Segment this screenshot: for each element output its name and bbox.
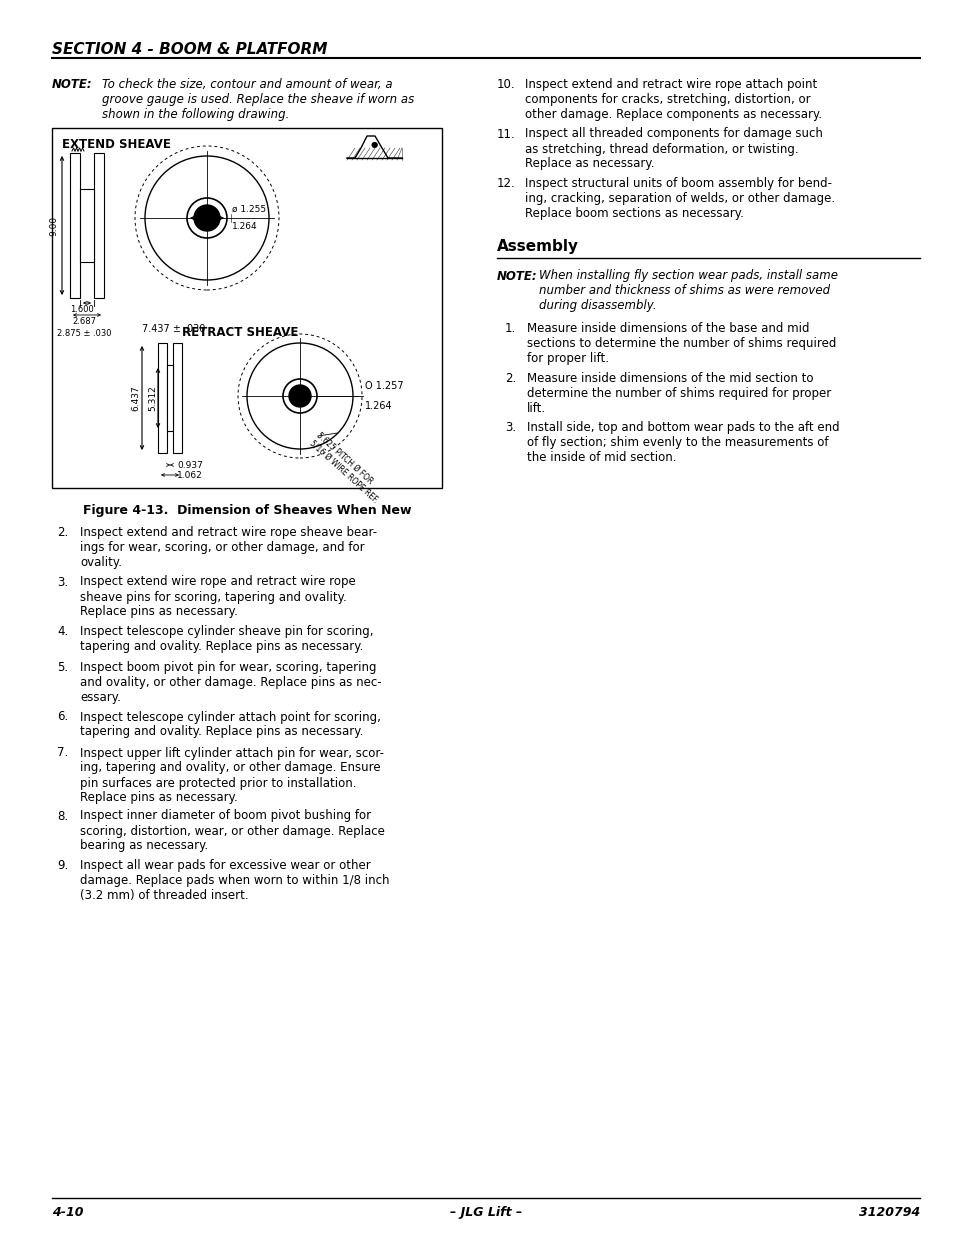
Circle shape (193, 205, 220, 231)
Text: 2.687: 2.687 (71, 317, 96, 326)
Text: O 1.257: O 1.257 (365, 382, 403, 391)
Text: Inspect upper lift cylinder attach pin for wear, scor-
ing, tapering and ovality: Inspect upper lift cylinder attach pin f… (80, 746, 384, 804)
Text: Inspect telescope cylinder attach point for scoring,
tapering and ovality. Repla: Inspect telescope cylinder attach point … (80, 710, 380, 739)
Text: Inspect extend wire rope and retract wire rope
sheave pins for scoring, tapering: Inspect extend wire rope and retract wir… (80, 576, 355, 619)
Text: 5.625 PITCH Ø FOR
5/16 Ø WIRE ROPE REF.: 5.625 PITCH Ø FOR 5/16 Ø WIRE ROPE REF. (308, 431, 386, 505)
Text: 4.: 4. (57, 625, 69, 638)
Text: Inspect telescope cylinder sheave pin for scoring,
tapering and ovality. Replace: Inspect telescope cylinder sheave pin fo… (80, 625, 374, 653)
Text: EXTEND SHEAVE: EXTEND SHEAVE (62, 138, 171, 151)
Text: 7.437 ± .030: 7.437 ± .030 (142, 324, 205, 333)
Text: Install side, top and bottom wear pads to the aft end
of fly section; shim evenl: Install side, top and bottom wear pads t… (526, 421, 839, 464)
Text: 3.: 3. (57, 576, 68, 589)
Bar (158, 343, 167, 453)
Text: 7.: 7. (57, 746, 69, 760)
Text: 6.: 6. (57, 710, 69, 724)
Bar (52, 128, 441, 488)
Text: SECTION 4 - BOOM & PLATFORM: SECTION 4 - BOOM & PLATFORM (52, 42, 327, 57)
Text: 5.: 5. (57, 661, 68, 674)
Text: 1.264: 1.264 (365, 401, 393, 411)
Text: 10.: 10. (497, 78, 515, 91)
Bar (70, 153, 80, 298)
Text: 5.312: 5.312 (148, 385, 157, 411)
Text: 9.: 9. (57, 860, 69, 872)
Text: 12.: 12. (497, 177, 516, 190)
Text: NOTE:: NOTE: (52, 78, 92, 91)
Text: 2.: 2. (57, 526, 69, 538)
Text: Inspect all wear pads for excessive wear or other
damage. Replace pads when worn: Inspect all wear pads for excessive wear… (80, 860, 389, 902)
Text: 8.: 8. (57, 809, 68, 823)
Text: Measure inside dimensions of the mid section to
determine the number of shims re: Measure inside dimensions of the mid sec… (526, 372, 830, 415)
Text: 9.00: 9.00 (49, 215, 58, 236)
Bar (172, 343, 182, 453)
Text: 2.: 2. (504, 372, 516, 384)
Text: Inspect extend and retract wire rope attach point
components for cracks, stretch: Inspect extend and retract wire rope att… (524, 78, 821, 121)
Text: 11.: 11. (497, 127, 516, 141)
Text: 4-10: 4-10 (52, 1207, 84, 1219)
Circle shape (289, 385, 311, 408)
Text: 3120794: 3120794 (858, 1207, 919, 1219)
Bar (94, 153, 104, 298)
Text: – JLG Lift –: – JLG Lift – (450, 1207, 521, 1219)
Text: Assembly: Assembly (497, 238, 578, 253)
Text: To check the size, contour and amount of wear, a
groove gauge is used. Replace t: To check the size, contour and amount of… (102, 78, 414, 121)
Text: When installing fly section wear pads, install same
number and thickness of shim: When installing fly section wear pads, i… (538, 269, 837, 312)
Text: RETRACT SHEAVE: RETRACT SHEAVE (182, 326, 298, 338)
Text: ø 1.255: ø 1.255 (232, 205, 266, 214)
Text: Inspect inner diameter of boom pivot bushing for
scoring, distortion, wear, or o: Inspect inner diameter of boom pivot bus… (80, 809, 384, 852)
Text: Measure inside dimensions of the base and mid
sections to determine the number o: Measure inside dimensions of the base an… (526, 322, 836, 366)
Text: 1.062: 1.062 (177, 471, 203, 479)
Text: Inspect boom pivot pin for wear, scoring, tapering
and ovality, or other damage.: Inspect boom pivot pin for wear, scoring… (80, 661, 381, 704)
Text: Figure 4-13.  Dimension of Sheaves When New: Figure 4-13. Dimension of Sheaves When N… (83, 504, 411, 517)
Bar (80, 189, 94, 262)
Text: 3.: 3. (504, 421, 516, 433)
Text: 2.875 ± .030: 2.875 ± .030 (56, 329, 112, 338)
Text: Inspect all threaded components for damage such
as stretching, thread deformatio: Inspect all threaded components for dama… (524, 127, 822, 170)
Text: 0.937: 0.937 (177, 461, 203, 469)
Text: 6.437: 6.437 (131, 385, 140, 411)
Text: 1.: 1. (504, 322, 516, 335)
Text: NOTE:: NOTE: (497, 269, 537, 283)
Text: 1.600: 1.600 (71, 305, 93, 314)
Text: ●: ● (370, 140, 377, 149)
Text: Inspect extend and retract wire rope sheave bear-
ings for wear, scoring, or oth: Inspect extend and retract wire rope she… (80, 526, 376, 569)
Bar (167, 366, 172, 431)
Text: 1.264: 1.264 (232, 222, 257, 231)
Text: Inspect structural units of boom assembly for bend-
ing, cracking, separation of: Inspect structural units of boom assembl… (524, 177, 834, 220)
